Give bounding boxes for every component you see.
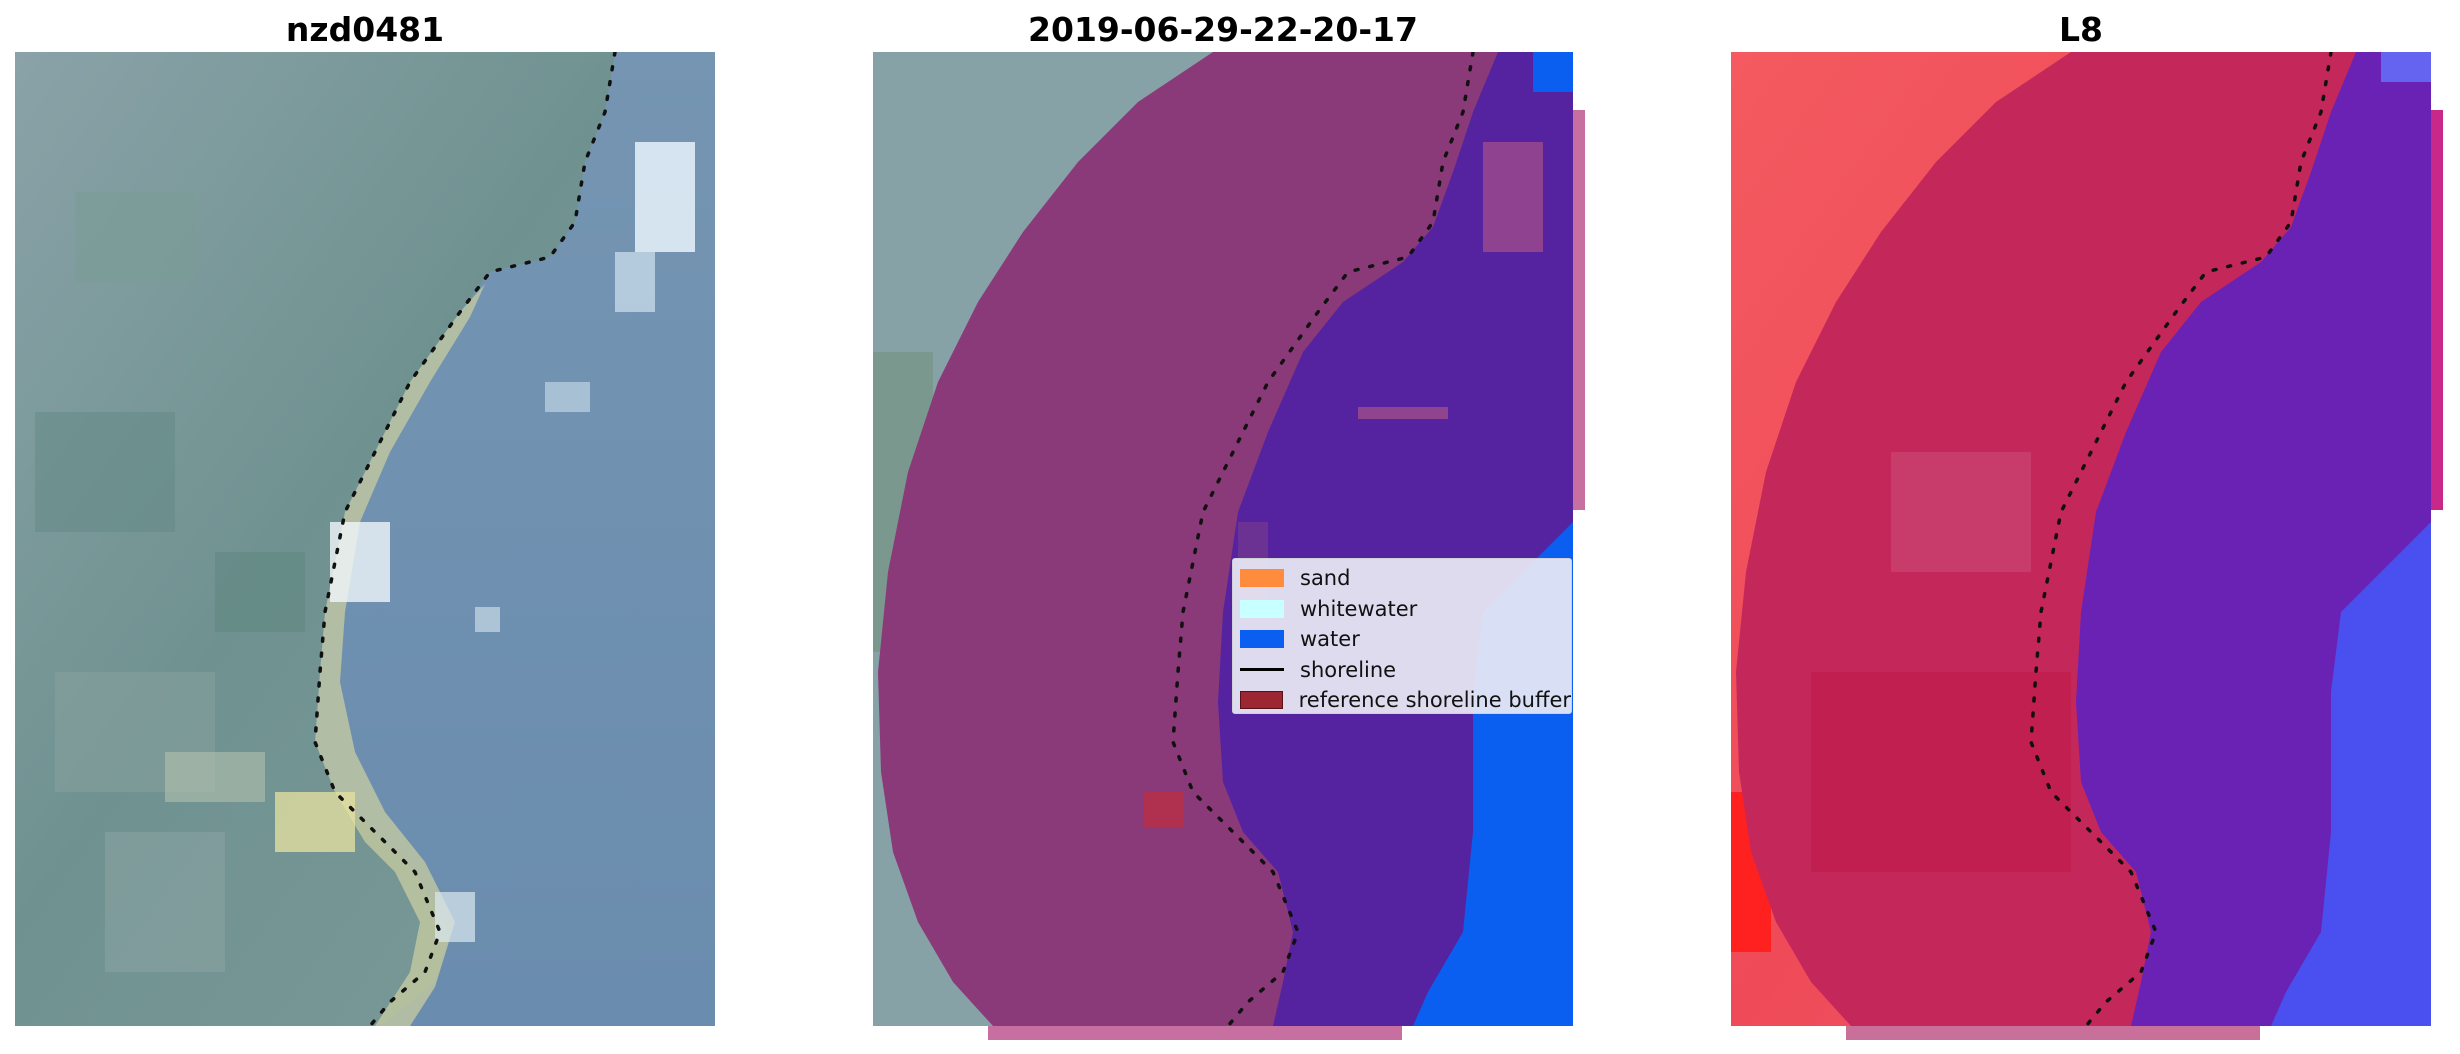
index-image-panel	[1731, 52, 2431, 1026]
panel-title-index: L8	[2059, 10, 2103, 49]
rgb-image	[15, 52, 715, 1026]
legend: sand whitewater water shoreline referenc…	[1232, 558, 1572, 714]
rgb-image-panel	[15, 52, 715, 1026]
legend-swatch-buffer	[1240, 691, 1283, 710]
legend-label-whitewater: whitewater	[1300, 596, 1418, 621]
legend-swatch-shoreline	[1240, 668, 1284, 672]
legend-label-buffer: reference shoreline buffer	[1298, 688, 1571, 713]
legend-swatch-whitewater	[1240, 599, 1284, 618]
legend-item-sand: sand	[1233, 563, 1571, 594]
legend-swatch-sand	[1240, 569, 1284, 588]
legend-item-buffer: reference shoreline buffer	[1233, 685, 1571, 716]
legend-label-sand: sand	[1300, 566, 1351, 591]
legend-label-water: water	[1300, 627, 1360, 652]
panel-title-classified: 2019-06-29-22-20-17	[1028, 10, 1418, 49]
buffer-overflow-right	[1573, 110, 1585, 510]
index-overflow-right	[2431, 110, 2443, 510]
index-image	[1731, 52, 2431, 1026]
classified-image-panel	[873, 52, 1573, 1026]
buffer-overflow-bottom	[988, 1026, 1402, 1040]
legend-swatch-water	[1240, 630, 1284, 649]
legend-item-shoreline: shoreline	[1233, 655, 1571, 686]
legend-item-whitewater: whitewater	[1233, 594, 1571, 625]
index-overflow-bottom	[1846, 1026, 2260, 1040]
classified-image	[873, 52, 1573, 1026]
panel-title-rgb: nzd0481	[285, 10, 445, 49]
legend-item-water: water	[1233, 624, 1571, 655]
legend-label-shoreline: shoreline	[1300, 657, 1397, 682]
